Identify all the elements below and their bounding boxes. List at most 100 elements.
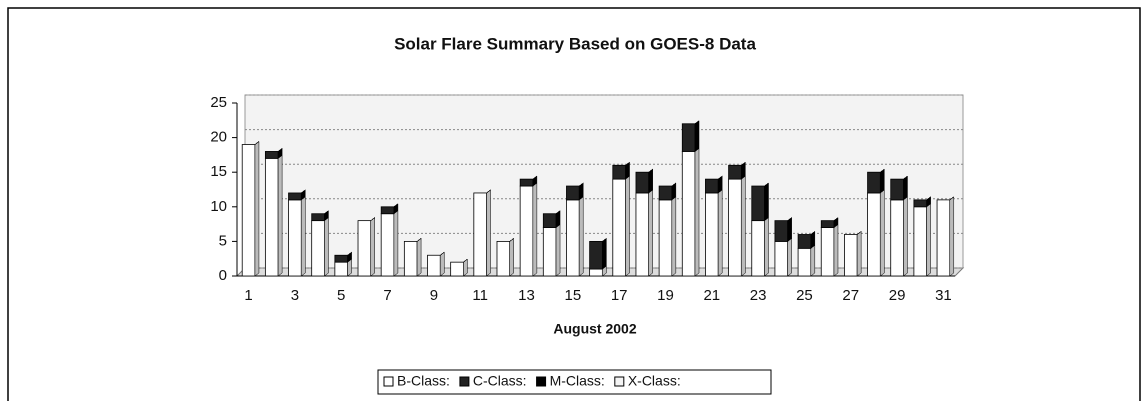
bar-side bbox=[787, 217, 792, 242]
bar-side bbox=[486, 189, 491, 277]
x-tick-label: 1 bbox=[244, 287, 252, 304]
legend-label: C-Class: bbox=[473, 373, 527, 389]
bar-segment bbox=[542, 213, 557, 228]
bar-side bbox=[833, 224, 839, 277]
chart-title: Solar Flare Summary Based on GOES-8 Data bbox=[394, 34, 756, 53]
bar-segment bbox=[380, 213, 395, 277]
bar-segment bbox=[589, 240, 603, 270]
bar-side bbox=[393, 210, 399, 277]
bar-side bbox=[810, 231, 815, 235]
bar-segment bbox=[427, 254, 441, 277]
bar-segment bbox=[357, 220, 372, 277]
bar-side bbox=[625, 175, 630, 277]
bar-side bbox=[277, 148, 283, 152]
legend-label: B-Class: bbox=[397, 373, 450, 389]
bar-side bbox=[903, 175, 908, 201]
y-tick-label: 25 bbox=[210, 94, 227, 111]
bar-segment bbox=[334, 254, 348, 263]
bar-segment bbox=[403, 240, 418, 277]
bar-segment bbox=[334, 261, 348, 277]
bar-segment bbox=[450, 261, 464, 277]
bar-segment bbox=[519, 178, 534, 187]
bar-segment bbox=[658, 199, 673, 277]
legend-swatch bbox=[614, 376, 625, 387]
x-tick-label: 9 bbox=[430, 287, 438, 304]
bar-segment bbox=[913, 199, 928, 208]
bar-side bbox=[671, 182, 677, 187]
x-tick-label: 23 bbox=[750, 287, 767, 304]
bar-segment bbox=[797, 234, 812, 249]
legend-swatch bbox=[459, 376, 470, 387]
bar-segment bbox=[566, 199, 580, 277]
bar-side bbox=[254, 141, 260, 145]
legend-label: M-Class: bbox=[550, 373, 605, 389]
bar-side bbox=[856, 230, 862, 277]
bar-side bbox=[764, 182, 769, 222]
x-axis-label: August 2002 bbox=[553, 321, 636, 337]
bar-segment bbox=[936, 199, 951, 277]
bar-side bbox=[648, 168, 653, 173]
bar-side bbox=[486, 189, 491, 194]
bar-side bbox=[440, 252, 445, 256]
bar-side bbox=[671, 196, 677, 277]
bar-segment bbox=[542, 227, 557, 277]
legend-swatch bbox=[536, 376, 547, 387]
bar-side bbox=[509, 238, 514, 242]
bar-segment bbox=[820, 227, 835, 277]
bar-side bbox=[903, 175, 908, 180]
bar-segment bbox=[288, 199, 302, 277]
bar-segment bbox=[844, 234, 858, 277]
bar-segment bbox=[519, 185, 534, 277]
bar-segment bbox=[681, 151, 696, 277]
x-tick-label: 7 bbox=[383, 287, 391, 304]
x-tick-label: 25 bbox=[796, 287, 813, 304]
bar-segment bbox=[311, 220, 325, 277]
bar-side bbox=[903, 196, 908, 277]
bar-side bbox=[764, 182, 769, 187]
bar-segment bbox=[589, 268, 603, 277]
bar-side bbox=[764, 217, 769, 277]
x-tick-label: 19 bbox=[657, 287, 674, 304]
bar-side bbox=[602, 237, 607, 270]
bar-side bbox=[555, 224, 561, 277]
bar-segment bbox=[867, 171, 881, 194]
bar-side bbox=[648, 168, 653, 194]
bar-side bbox=[324, 217, 329, 277]
bar-segment bbox=[241, 144, 256, 277]
bar-segment bbox=[913, 206, 928, 277]
y-tick-label: 0 bbox=[219, 267, 227, 284]
bar-segment bbox=[264, 151, 279, 159]
bar-segment bbox=[820, 220, 835, 228]
legend-swatch bbox=[383, 376, 394, 387]
bar-segment bbox=[774, 220, 789, 242]
bar-segment bbox=[774, 240, 789, 277]
bar-segment bbox=[288, 192, 302, 201]
bar-segment bbox=[658, 185, 673, 201]
legend-box bbox=[377, 369, 772, 395]
bar-side bbox=[602, 238, 607, 242]
bar-side bbox=[347, 252, 352, 256]
y-tick-label: 20 bbox=[210, 129, 227, 146]
bar-side bbox=[694, 120, 700, 124]
bar-side bbox=[370, 217, 376, 277]
x-tick-label: 15 bbox=[564, 287, 581, 304]
bar-side bbox=[833, 217, 839, 221]
bar-segment bbox=[867, 192, 881, 277]
bar-segment bbox=[705, 178, 719, 194]
bar-segment bbox=[681, 123, 696, 152]
x-tick-label: 3 bbox=[291, 287, 299, 304]
bar-side bbox=[370, 217, 375, 221]
bar-segment bbox=[751, 220, 765, 277]
chart-border bbox=[7, 7, 1141, 401]
bar-segment bbox=[635, 171, 650, 194]
y-tick-label: 15 bbox=[210, 163, 227, 180]
bar-segment bbox=[473, 192, 487, 277]
bar-segment bbox=[890, 178, 904, 201]
bar-side bbox=[880, 168, 885, 194]
bar-side bbox=[416, 238, 422, 242]
bar-side bbox=[880, 189, 885, 277]
x-tick-label: 31 bbox=[935, 287, 952, 304]
bar-segment bbox=[311, 213, 325, 222]
bar-side bbox=[741, 162, 746, 166]
